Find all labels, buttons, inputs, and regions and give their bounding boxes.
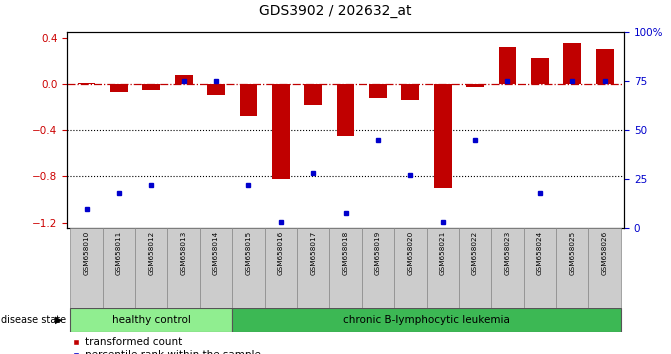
Bar: [433, 84, 452, 188]
Bar: [142, 84, 160, 90]
Bar: [369, 84, 387, 98]
Legend: transformed count, percentile rank within the sample: transformed count, percentile rank withi…: [72, 337, 260, 354]
Text: GSM658024: GSM658024: [537, 231, 543, 275]
Text: GSM658015: GSM658015: [246, 231, 252, 275]
Text: GSM658021: GSM658021: [440, 231, 446, 275]
FancyBboxPatch shape: [427, 228, 459, 308]
Text: GSM658011: GSM658011: [116, 231, 122, 275]
Text: GSM658022: GSM658022: [472, 231, 478, 275]
Bar: [78, 83, 95, 84]
Text: GSM658016: GSM658016: [278, 231, 284, 275]
Text: GSM658020: GSM658020: [407, 231, 413, 275]
Text: GSM658023: GSM658023: [505, 231, 511, 275]
Text: GSM658012: GSM658012: [148, 231, 154, 275]
FancyBboxPatch shape: [588, 228, 621, 308]
FancyBboxPatch shape: [459, 228, 491, 308]
Text: ▶: ▶: [55, 315, 62, 325]
FancyBboxPatch shape: [297, 228, 329, 308]
Bar: [304, 84, 322, 105]
Bar: [531, 58, 549, 84]
FancyBboxPatch shape: [394, 228, 427, 308]
Text: GSM658018: GSM658018: [343, 231, 348, 275]
Text: GSM658013: GSM658013: [180, 231, 187, 275]
Bar: [240, 84, 258, 116]
FancyBboxPatch shape: [329, 228, 362, 308]
Bar: [110, 84, 127, 92]
Bar: [596, 49, 613, 84]
Bar: [401, 84, 419, 100]
Bar: [174, 75, 193, 84]
FancyBboxPatch shape: [70, 308, 232, 332]
Text: GSM658026: GSM658026: [602, 231, 608, 275]
Text: GSM658025: GSM658025: [569, 231, 575, 275]
Bar: [499, 47, 517, 84]
FancyBboxPatch shape: [200, 228, 232, 308]
FancyBboxPatch shape: [523, 228, 556, 308]
Text: GDS3902 / 202632_at: GDS3902 / 202632_at: [259, 4, 412, 18]
Bar: [337, 84, 354, 136]
FancyBboxPatch shape: [556, 228, 588, 308]
FancyBboxPatch shape: [491, 228, 523, 308]
Bar: [564, 44, 581, 84]
FancyBboxPatch shape: [168, 228, 200, 308]
FancyBboxPatch shape: [70, 228, 103, 308]
FancyBboxPatch shape: [362, 228, 394, 308]
Bar: [207, 84, 225, 96]
Text: healthy control: healthy control: [112, 315, 191, 325]
FancyBboxPatch shape: [232, 308, 621, 332]
Bar: [466, 84, 484, 87]
Bar: [272, 84, 290, 179]
Text: disease state: disease state: [1, 315, 66, 325]
FancyBboxPatch shape: [264, 228, 297, 308]
Text: GSM658019: GSM658019: [375, 231, 381, 275]
Text: GSM658017: GSM658017: [310, 231, 316, 275]
Text: GSM658014: GSM658014: [213, 231, 219, 275]
FancyBboxPatch shape: [232, 228, 264, 308]
FancyBboxPatch shape: [135, 228, 168, 308]
Text: GSM658010: GSM658010: [83, 231, 89, 275]
Text: chronic B-lymphocytic leukemia: chronic B-lymphocytic leukemia: [343, 315, 510, 325]
FancyBboxPatch shape: [103, 228, 135, 308]
